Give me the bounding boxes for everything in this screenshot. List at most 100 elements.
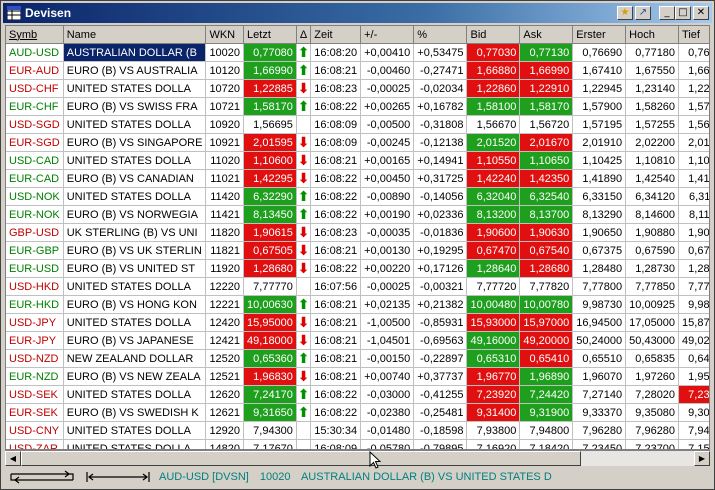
scroll-left-icon[interactable]: ◀ bbox=[5, 451, 21, 466]
table-row[interactable]: USD-ZAR UNITED STATES DOLLA 14820 7,17670 16… bbox=[6, 439, 709, 449]
cell-ask: 1,90630 bbox=[519, 223, 574, 242]
cell-percent: +0,53475 bbox=[413, 43, 468, 62]
cell-hoch: 0,65835 bbox=[625, 349, 680, 368]
cell-change: -0,05780 bbox=[360, 439, 415, 449]
quotes-grid[interactable]: Symb Name WKN Letzt Δ Zeit +/- % Bid Ask… bbox=[5, 25, 710, 450]
col-header-letzt[interactable]: Letzt bbox=[243, 26, 297, 44]
table-row[interactable]: EUR-SGD EURO (B) VS SINGAPORE 10921 2,01595… bbox=[6, 133, 709, 152]
favorite-star-icon[interactable]: ★ bbox=[617, 6, 633, 20]
cell-bid: 2,01520 bbox=[466, 133, 521, 152]
scroll-right-icon[interactable]: ▶ bbox=[694, 451, 710, 466]
cell-percent: -0,69563 bbox=[413, 331, 468, 350]
cell-tief: 7,23640 bbox=[678, 385, 709, 404]
cycle-arrows-icon[interactable] bbox=[9, 470, 75, 484]
col-header-trend[interactable]: Δ bbox=[296, 26, 312, 44]
table-row[interactable]: EUR-NOK EURO (B) VS NORWEGIA 11421 8,13450 ⬆… bbox=[6, 205, 709, 224]
cell-name: UNITED STATES DOLLA bbox=[63, 79, 207, 98]
cell-wkn: 10920 bbox=[205, 115, 245, 134]
cell-bid: 1,66880 bbox=[466, 61, 521, 80]
cell-tief: 1,10400 bbox=[678, 151, 709, 170]
cell-percent: -0,25481 bbox=[413, 403, 468, 422]
cell-name: UNITED STATES DOLLA bbox=[63, 421, 207, 440]
table-row[interactable]: USD-CAD UNITED STATES DOLLA 11020 1,10600 ⬇ 1… bbox=[6, 151, 709, 170]
table-row[interactable]: EUR-USD EURO (B) VS UNITED ST 11920 1,28680… bbox=[6, 259, 709, 278]
quotes-body: AUD-USD AUSTRALIAN DOLLAR (B 10020 0,77080 ⬆… bbox=[6, 43, 709, 449]
table-row[interactable]: EUR-JPY EURO (B) VS JAPANESE 12421 49,18000… bbox=[6, 331, 709, 350]
scrollbar-thumb[interactable] bbox=[21, 451, 581, 466]
table-row[interactable]: EUR-HKD EURO (B) VS HONG KON 12221 10,00630… bbox=[6, 295, 709, 314]
col-header-zeit[interactable]: Zeit bbox=[310, 26, 362, 44]
cell-name: UK STERLING (B) VS UNI bbox=[63, 223, 207, 242]
col-header-name[interactable]: Name bbox=[63, 26, 207, 44]
mouse-cursor-icon bbox=[369, 451, 382, 469]
table-row[interactable]: USD-NOK UNITED STATES DOLLA 11420 6,32290 ⬆ 1… bbox=[6, 187, 709, 206]
open-link-icon[interactable]: ↗ bbox=[635, 6, 651, 20]
cell-zeit: 16:08:20 bbox=[310, 43, 362, 62]
table-row[interactable]: EUR-AUD EURO (B) VS AUSTRALIA 10120 1,66990… bbox=[6, 61, 709, 80]
col-header-change[interactable]: +/- bbox=[360, 26, 415, 44]
col-header-bid[interactable]: Bid bbox=[466, 26, 521, 44]
cell-trend: ⬆ bbox=[296, 187, 312, 206]
cell-hoch: 7,77850 bbox=[625, 277, 680, 296]
cell-symbol: GBP-USD bbox=[6, 223, 64, 242]
table-row[interactable]: USD-CNY UNITED STATES DOLLA 12920 7,94300 15… bbox=[6, 421, 709, 440]
cell-letzt: 1,28680 bbox=[243, 259, 297, 278]
cell-tief: 7,77625 bbox=[678, 277, 709, 296]
cell-change: -0,03000 bbox=[360, 385, 415, 404]
cell-percent: -0,31808 bbox=[413, 115, 468, 134]
cell-percent: -0,41255 bbox=[413, 385, 468, 404]
close-button[interactable]: ✕ bbox=[693, 6, 709, 20]
cell-hoch: 1,58260 bbox=[625, 97, 680, 116]
table-row[interactable]: AUD-USD AUSTRALIAN DOLLAR (B 10020 0,77080 ⬆… bbox=[6, 43, 709, 62]
title-bar[interactable]: Devisen ★ ↗ _ □ ✕ bbox=[3, 3, 712, 23]
cell-letzt: 1,90615 bbox=[243, 223, 297, 242]
col-header-tief[interactable]: Tief bbox=[678, 26, 709, 44]
maximize-button[interactable]: □ bbox=[675, 6, 691, 20]
cell-letzt: 49,18000 bbox=[243, 331, 297, 350]
cell-name: EURO (B) VS SINGAPORE bbox=[63, 133, 207, 152]
cell-wkn: 10721 bbox=[205, 97, 245, 116]
cell-wkn: 14820 bbox=[205, 439, 245, 449]
col-header-wkn[interactable]: WKN bbox=[205, 26, 245, 44]
cell-ask: 1,28680 bbox=[519, 259, 574, 278]
table-row[interactable]: EUR-GBP EURO (B) VS UK STERLIN 11821 0,6750… bbox=[6, 241, 709, 260]
cell-symbol: EUR-NZD bbox=[6, 367, 64, 386]
cell-ask: 49,20000 bbox=[519, 331, 574, 350]
table-row[interactable]: USD-HKD UNITED STATES DOLLA 12220 7,77770 16… bbox=[6, 277, 709, 296]
cell-name: UNITED STATES DOLLA bbox=[63, 277, 207, 296]
col-header-hoch[interactable]: Hoch bbox=[625, 26, 680, 44]
cell-hoch: 7,23700 bbox=[625, 439, 680, 449]
cell-percent: +0,21382 bbox=[413, 295, 468, 314]
table-row[interactable]: EUR-SEK EURO (B) VS SWEDISH K 12621 9,31650… bbox=[6, 403, 709, 422]
table-row[interactable]: EUR-CAD EURO (B) VS CANADIAN 11021 1,42295 ⬇… bbox=[6, 169, 709, 188]
table-row[interactable]: USD-CHF UNITED STATES DOLLA 10720 1,22885 ⬇ 1… bbox=[6, 79, 709, 98]
cell-tief: 1,56335 bbox=[678, 115, 709, 134]
cell-wkn: 11021 bbox=[205, 169, 245, 188]
horizontal-scrollbar[interactable]: ◀ ▶ bbox=[5, 450, 710, 466]
cell-change: +0,02135 bbox=[360, 295, 415, 314]
cell-tief: 49,02500 bbox=[678, 331, 709, 350]
table-row[interactable]: USD-SEK UNITED STATES DOLLA 12620 7,24170 ⬆ 1… bbox=[6, 385, 709, 404]
cell-zeit: 16:08:21 bbox=[310, 331, 362, 350]
table-row[interactable]: USD-NZD NEW ZEALAND DOLLAR 12520 0,65360 ⬆ 16… bbox=[6, 349, 709, 368]
cell-zeit: 16:08:21 bbox=[310, 241, 362, 260]
cell-hoch: 1,10810 bbox=[625, 151, 680, 170]
cell-ask: 8,13700 bbox=[519, 205, 574, 224]
resize-arrows-icon[interactable] bbox=[85, 470, 151, 484]
table-row[interactable]: GBP-USD UK STERLING (B) VS UNI 11820 1,9061… bbox=[6, 223, 709, 242]
cell-change: -0,00150 bbox=[360, 349, 415, 368]
cell-trend bbox=[296, 277, 312, 296]
table-row[interactable]: EUR-NZD EURO (B) VS NEW ZEALA 12521 1,96830… bbox=[6, 367, 709, 386]
cell-percent: -0,12138 bbox=[413, 133, 468, 152]
cell-percent: -0,18598 bbox=[413, 421, 468, 440]
down-arrow-icon: ⬇ bbox=[297, 224, 310, 241]
table-row[interactable]: USD-SGD UNITED STATES DOLLA 10920 1,56695 16… bbox=[6, 115, 709, 134]
col-header-erster[interactable]: Erster bbox=[572, 26, 627, 44]
col-header-percent[interactable]: % bbox=[413, 26, 468, 44]
col-header-ask[interactable]: Ask bbox=[519, 26, 574, 44]
minimize-button[interactable]: _ bbox=[659, 6, 675, 20]
cell-wkn: 12621 bbox=[205, 403, 245, 422]
col-header-symb[interactable]: Symb bbox=[6, 26, 64, 44]
table-row[interactable]: USD-JPY UNITED STATES DOLLA 12420 15,95000 ⬇… bbox=[6, 313, 709, 332]
table-row[interactable]: EUR-CHF EURO (B) VS SWISS FRA 10721 1,58170… bbox=[6, 97, 709, 116]
